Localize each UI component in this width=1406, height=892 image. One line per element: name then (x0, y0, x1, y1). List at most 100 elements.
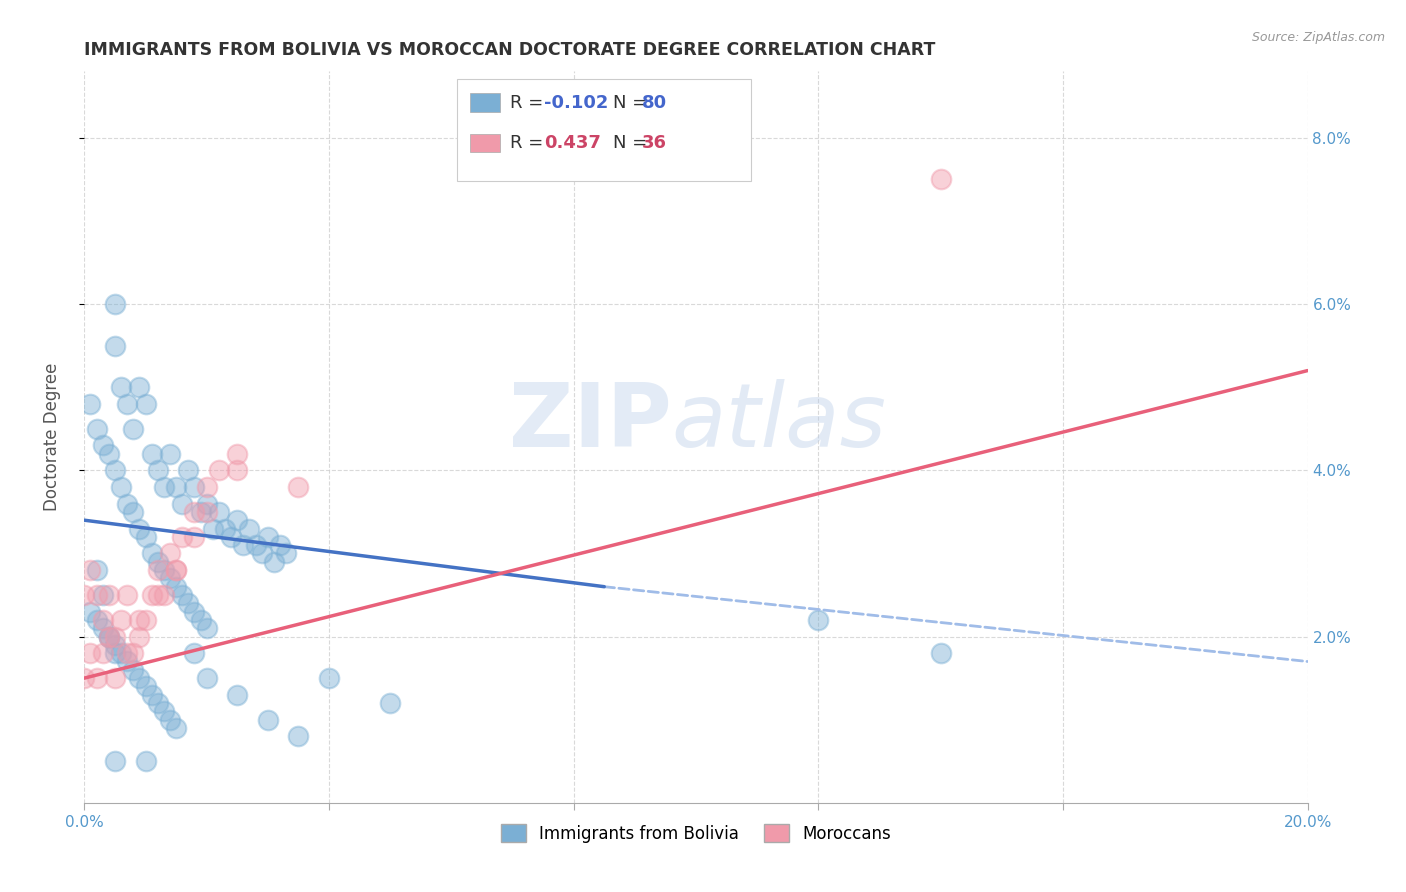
Point (86, 613, 108, 627)
FancyBboxPatch shape (457, 78, 751, 181)
Point (115, 397, 138, 411)
Point (183, 530, 205, 544)
Text: 0.437: 0.437 (544, 134, 602, 152)
Point (226, 447, 249, 461)
Point (104, 338, 127, 352)
Text: -0.102: -0.102 (544, 94, 609, 112)
Point (165, 563, 187, 577)
Point (183, 480, 205, 494)
Point (141, 546, 163, 560)
Point (287, 480, 309, 494)
Point (128, 380, 150, 394)
Point (73, 671, 96, 685)
Point (257, 530, 280, 544)
Point (122, 646, 145, 660)
Point (214, 521, 236, 535)
Point (172, 588, 194, 602)
Point (195, 671, 218, 685)
Point (159, 571, 181, 585)
Point (146, 563, 169, 577)
Point (159, 447, 181, 461)
Point (86, 422, 108, 436)
Point (195, 497, 218, 511)
Point (146, 555, 169, 569)
Point (73, 588, 96, 602)
FancyBboxPatch shape (470, 134, 501, 152)
Point (104, 754, 127, 768)
Point (153, 480, 176, 494)
Point (146, 588, 169, 602)
Point (91, 621, 114, 635)
Point (929, 646, 952, 660)
Point (97, 447, 120, 461)
Y-axis label: Doctorate Degree: Doctorate Degree (42, 363, 60, 511)
Point (135, 680, 157, 694)
Point (104, 630, 127, 644)
Point (929, 172, 952, 186)
Point (104, 638, 127, 652)
Legend: Immigrants from Bolivia, Moroccans: Immigrants from Bolivia, Moroccans (494, 818, 898, 849)
Point (263, 555, 285, 569)
Point (153, 705, 176, 719)
Point (165, 580, 187, 594)
Point (135, 754, 157, 768)
Point (165, 721, 187, 735)
Point (86, 563, 108, 577)
Point (165, 480, 187, 494)
Point (110, 480, 132, 494)
Point (135, 530, 157, 544)
Point (115, 655, 138, 669)
Point (79, 397, 101, 411)
Point (153, 588, 176, 602)
Point (208, 505, 231, 519)
Text: ZIP: ZIP (509, 379, 672, 466)
Text: N =: N = (613, 134, 652, 152)
Point (195, 621, 218, 635)
Text: Source: ZipAtlas.com: Source: ZipAtlas.com (1251, 31, 1385, 45)
Point (183, 505, 205, 519)
Text: 80: 80 (643, 94, 668, 112)
Point (226, 688, 249, 702)
Point (159, 713, 181, 727)
Point (195, 480, 218, 494)
Point (79, 646, 101, 660)
Text: IMMIGRANTS FROM BOLIVIA VS MOROCCAN DOCTORATE DEGREE CORRELATION CHART: IMMIGRANTS FROM BOLIVIA VS MOROCCAN DOCT… (84, 41, 936, 59)
Point (190, 505, 212, 519)
Point (269, 538, 291, 552)
Point (250, 546, 273, 560)
Point (86, 588, 108, 602)
Point (86, 671, 108, 685)
Point (135, 613, 157, 627)
Point (287, 729, 309, 743)
Point (97, 630, 120, 644)
Point (172, 497, 194, 511)
Text: N =: N = (613, 94, 652, 112)
Point (128, 671, 150, 685)
Point (141, 688, 163, 702)
Point (159, 546, 181, 560)
Point (146, 696, 169, 710)
Point (104, 671, 127, 685)
Point (135, 397, 157, 411)
Point (276, 546, 298, 560)
Text: R =: R = (510, 94, 548, 112)
Point (183, 605, 205, 619)
Point (201, 521, 224, 535)
Point (110, 380, 132, 394)
Point (208, 463, 231, 477)
Point (257, 713, 280, 727)
Point (110, 646, 132, 660)
Point (153, 563, 176, 577)
Point (79, 563, 101, 577)
Point (190, 613, 212, 627)
Point (79, 605, 101, 619)
Point (128, 613, 150, 627)
Point (165, 563, 187, 577)
Point (104, 646, 127, 660)
Point (177, 463, 200, 477)
Point (115, 497, 138, 511)
Point (380, 696, 402, 710)
Point (141, 447, 163, 461)
Point (122, 422, 145, 436)
Point (219, 530, 242, 544)
